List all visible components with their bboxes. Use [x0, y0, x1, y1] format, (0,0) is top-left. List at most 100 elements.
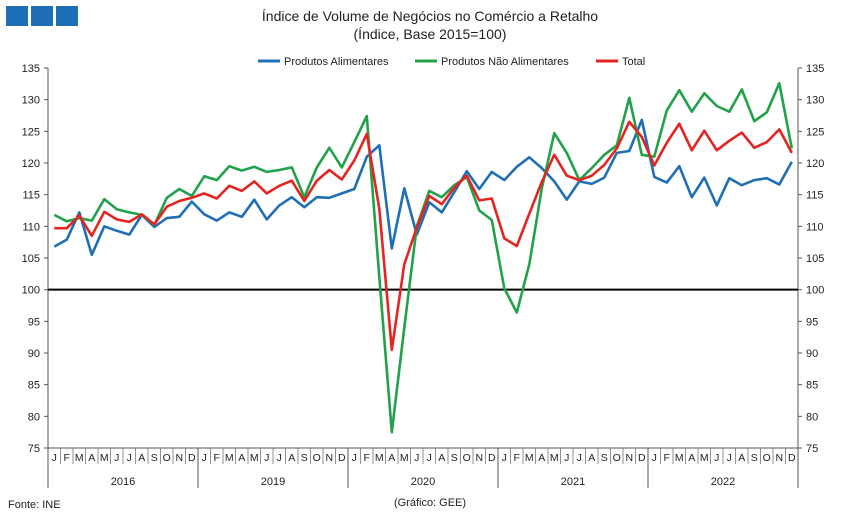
x-tick-label: A [538, 452, 545, 464]
logo-square [31, 6, 53, 26]
x-tick-label: D [788, 452, 796, 464]
y-tick-label-right: 125 [806, 126, 824, 138]
year-label: 2021 [561, 476, 585, 488]
x-tick-label: M [525, 452, 534, 464]
year-label: 2016 [111, 476, 135, 488]
y-tick-label-right: 135 [806, 63, 824, 75]
x-tick-label: J [577, 452, 582, 464]
series-line-total [54, 120, 793, 352]
y-tick-label-left: 110 [22, 221, 40, 233]
year-label: 2020 [411, 476, 435, 488]
x-tick-label: J [202, 452, 207, 464]
y-tick-label-left: 80 [28, 411, 40, 423]
x-tick-label: J [502, 452, 507, 464]
x-tick-label: S [751, 452, 758, 464]
y-tick-label-left: 135 [22, 63, 40, 75]
chart-credit: (Gráfico: GEE) [394, 497, 466, 509]
series-line-produtos-alimentares [53, 118, 793, 257]
x-tick-label: J [352, 452, 357, 464]
x-tick-label: O [763, 452, 771, 464]
y-tick-label-left: 125 [22, 126, 40, 138]
x-tick-label: D [188, 452, 196, 464]
x-tick-label: M [675, 452, 684, 464]
x-tick-label: M [550, 452, 559, 464]
x-tick-label: N [775, 452, 783, 464]
y-tick-label-left: 95 [28, 316, 40, 328]
x-tick-label: O [163, 452, 171, 464]
x-tick-label: J [264, 452, 269, 464]
x-tick-label: S [451, 452, 458, 464]
y-tick-label-right: 75 [806, 443, 818, 455]
logo [6, 6, 78, 26]
y-tick-label-right: 80 [806, 411, 818, 423]
x-tick-label: A [288, 452, 295, 464]
x-tick-label: M [250, 452, 259, 464]
y-tick-label-left: 115 [22, 190, 40, 202]
x-tick-label: J [564, 452, 569, 464]
y-tick-label-right: 120 [806, 158, 824, 170]
series-line-produtos-n-o-alimentares [53, 81, 794, 434]
x-tick-label: A [88, 452, 95, 464]
y-tick-label-right: 85 [806, 380, 818, 392]
x-tick-label: A [138, 452, 145, 464]
x-tick-label: O [463, 452, 471, 464]
x-tick-label: A [688, 452, 695, 464]
x-tick-label: N [175, 452, 183, 464]
x-tick-label: J [652, 452, 657, 464]
x-tick-label: N [625, 452, 633, 464]
x-tick-label: A [438, 452, 445, 464]
y-tick-label-left: 120 [22, 158, 40, 170]
x-tick-label: J [52, 452, 57, 464]
y-tick-label-right: 90 [806, 348, 818, 360]
x-tick-label: D [338, 452, 346, 464]
year-label: 2019 [261, 476, 285, 488]
x-tick-label: S [601, 452, 608, 464]
legend: Produtos Alimentares Produtos Não Aliment… [258, 56, 645, 68]
x-tick-label: J [414, 452, 419, 464]
x-tick-label: J [714, 452, 719, 464]
y-tick-label-left: 85 [28, 380, 40, 392]
x-tick-label: N [325, 452, 333, 464]
x-tick-label: S [151, 452, 158, 464]
x-tick-label: O [613, 452, 621, 464]
x-tick-label: A [588, 452, 595, 464]
x-tick-label: M [100, 452, 109, 464]
x-tick-label: J [127, 452, 132, 464]
year-label: 2022 [711, 476, 735, 488]
legend-label: Produtos Alimentares [284, 56, 389, 68]
chart-subtitle: (Índice, Base 2015=100) [354, 26, 507, 42]
y-tick-label-right: 105 [806, 253, 824, 265]
y-tick-label-right: 130 [806, 95, 824, 107]
series-group [53, 81, 794, 434]
x-tick-label: M [75, 452, 84, 464]
y-tick-label-left: 100 [22, 285, 40, 297]
x-tick-label: N [475, 452, 483, 464]
source-note: Fonte: INE [8, 499, 61, 511]
x-tick-label: F [214, 452, 220, 464]
x-tick-label: F [514, 452, 520, 464]
y-tick-label-right: 100 [806, 285, 824, 297]
x-tick-label: J [114, 452, 119, 464]
y-tick-label-right: 115 [806, 190, 824, 202]
x-tick-label: D [638, 452, 646, 464]
legend-label: Total [622, 56, 645, 68]
y-tick-label-left: 130 [22, 95, 40, 107]
x-tick-label: J [277, 452, 282, 464]
x-tick-label: M [400, 452, 409, 464]
x-tick-label: M [375, 452, 384, 464]
y-tick-label-right: 110 [806, 221, 824, 233]
x-tick-label: A [388, 452, 395, 464]
x-tick-label: S [301, 452, 308, 464]
y-tick-label-left: 75 [28, 443, 40, 455]
x-tick-label: M [700, 452, 709, 464]
logo-square [56, 6, 78, 26]
x-tick-label: F [664, 452, 670, 464]
x-tick-label: F [364, 452, 370, 464]
x-tick-label: A [738, 452, 745, 464]
logo-square [6, 6, 28, 26]
y-tick-label-right: 95 [806, 316, 818, 328]
x-tick-label: F [64, 452, 70, 464]
axes: 75 75 80 80 85 85 90 90 95 95 100 100 105 105 110 110 11… [22, 63, 824, 488]
x-tick-label: O [313, 452, 321, 464]
